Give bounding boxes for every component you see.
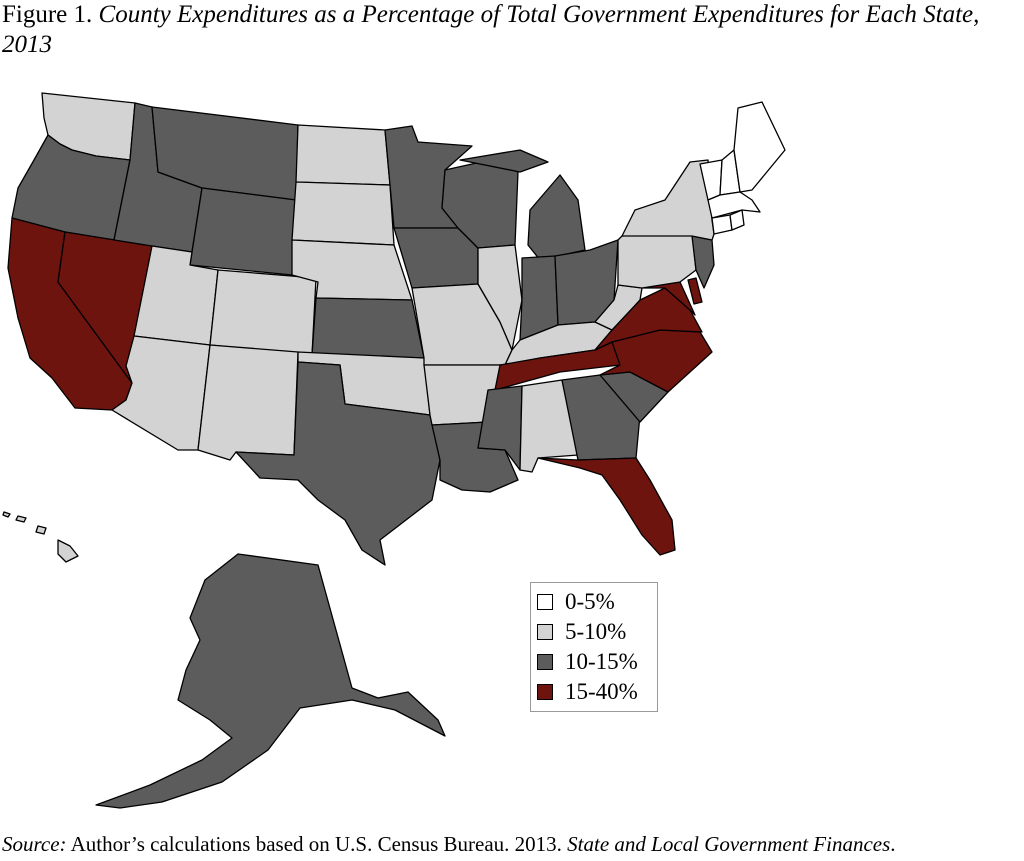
legend-swatch <box>537 684 553 700</box>
source-publication: State and Local Government Finances <box>567 832 891 856</box>
state-PA <box>617 231 697 289</box>
source-note: Source: Author’s calculations based on U… <box>2 832 896 857</box>
state-NY <box>621 159 715 241</box>
legend-label: 10-15% <box>565 649 638 674</box>
state-DE <box>687 277 703 305</box>
state-IA <box>393 227 479 289</box>
state-CO <box>209 269 317 356</box>
state-RI <box>729 209 745 231</box>
state-WY <box>189 187 297 276</box>
state-MS <box>477 385 523 471</box>
state-MI <box>459 149 586 261</box>
legend-swatch <box>537 654 553 670</box>
state-CT <box>711 214 733 235</box>
state-HI <box>2 511 79 563</box>
legend-label: 5-10% <box>565 619 627 644</box>
legend-item: 5-10% <box>537 617 651 647</box>
state-ME <box>733 101 786 193</box>
figure-title: County Expenditures as a Percentage of T… <box>2 1 980 58</box>
legend-swatch <box>537 624 553 640</box>
figure-label: Figure 1. <box>2 1 93 28</box>
us-choropleth-map <box>2 92 786 809</box>
legend-swatch <box>537 594 553 610</box>
figure-caption: Figure 1. County Expenditures as a Perce… <box>2 0 1012 60</box>
state-KS <box>311 297 425 359</box>
legend-label: 15-40% <box>565 679 638 704</box>
map-legend: 0-5% 5-10% 10-15% 15-40% <box>530 582 658 712</box>
state-NM <box>197 344 299 461</box>
state-SD <box>291 181 395 246</box>
state-TX <box>235 361 441 566</box>
legend-item: 10-15% <box>537 647 651 677</box>
legend-item: 0-5% <box>537 587 651 617</box>
legend-label: 0-5% <box>565 589 615 614</box>
source-end: . <box>890 832 896 856</box>
state-FL <box>537 457 676 556</box>
source-text: Author’s calculations based on U.S. Cens… <box>70 832 562 856</box>
source-label: Source: <box>2 832 67 856</box>
state-AK <box>95 553 446 809</box>
state-WI <box>441 159 519 249</box>
state-ND <box>295 124 391 186</box>
legend-item: 15-40% <box>537 677 651 707</box>
